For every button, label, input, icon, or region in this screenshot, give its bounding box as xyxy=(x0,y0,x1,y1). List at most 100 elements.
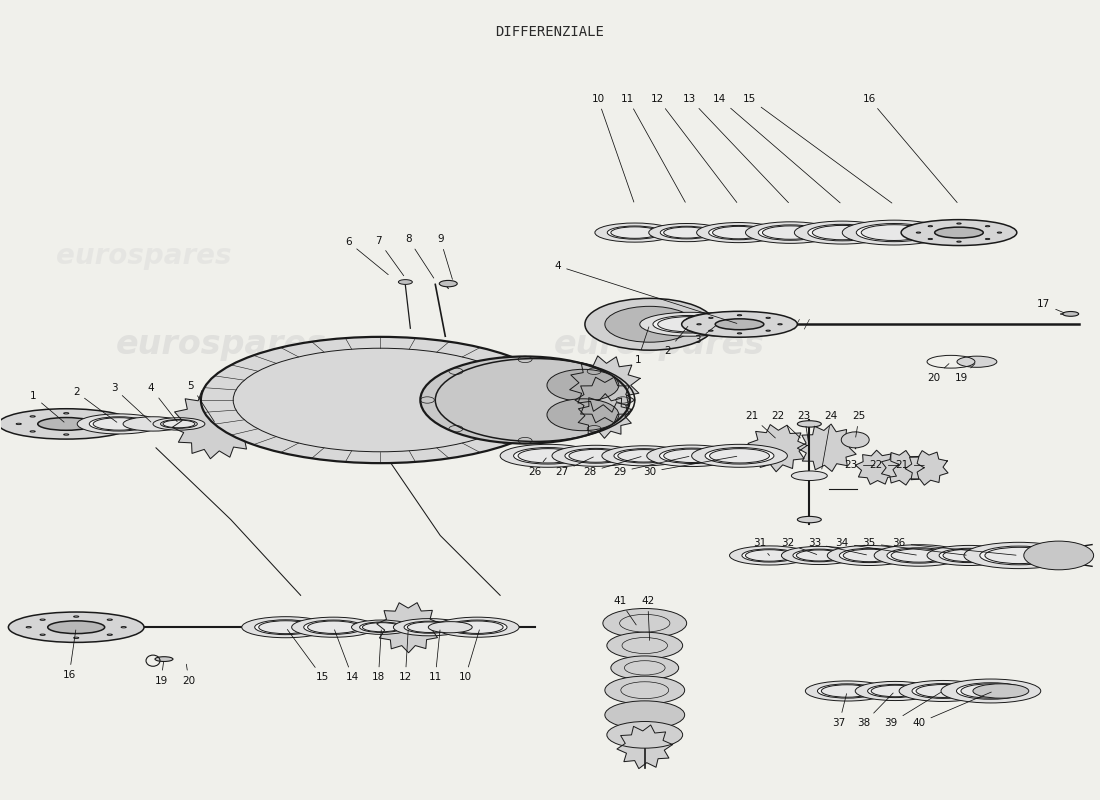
Ellipse shape xyxy=(817,684,877,698)
Text: 6: 6 xyxy=(345,237,388,274)
Text: DIFFERENZIALE: DIFFERENZIALE xyxy=(496,26,604,39)
Ellipse shape xyxy=(887,548,952,563)
Ellipse shape xyxy=(258,621,312,634)
Ellipse shape xyxy=(77,414,161,434)
Ellipse shape xyxy=(1063,311,1079,316)
Text: 1: 1 xyxy=(635,327,649,365)
Text: 8: 8 xyxy=(405,234,433,278)
Ellipse shape xyxy=(552,446,640,466)
Polygon shape xyxy=(173,389,260,458)
Ellipse shape xyxy=(856,223,932,242)
Ellipse shape xyxy=(394,618,465,636)
Ellipse shape xyxy=(683,313,752,336)
Ellipse shape xyxy=(805,681,889,701)
Text: 10: 10 xyxy=(592,94,634,202)
Ellipse shape xyxy=(363,622,400,632)
Ellipse shape xyxy=(943,550,994,562)
Ellipse shape xyxy=(123,417,183,431)
Ellipse shape xyxy=(304,620,363,634)
Ellipse shape xyxy=(868,684,923,698)
Text: 28: 28 xyxy=(583,457,641,477)
Text: 37: 37 xyxy=(833,694,847,728)
Ellipse shape xyxy=(741,549,798,562)
Ellipse shape xyxy=(935,227,983,238)
Ellipse shape xyxy=(762,226,818,239)
Ellipse shape xyxy=(891,549,947,562)
Ellipse shape xyxy=(94,418,145,430)
Ellipse shape xyxy=(607,632,683,659)
Ellipse shape xyxy=(0,409,134,439)
Text: 19: 19 xyxy=(154,662,167,686)
Text: 30: 30 xyxy=(644,456,737,477)
Ellipse shape xyxy=(451,621,503,634)
Ellipse shape xyxy=(640,312,739,336)
Polygon shape xyxy=(579,394,631,438)
Ellipse shape xyxy=(610,656,679,680)
Text: 23: 23 xyxy=(798,411,811,445)
Text: 42: 42 xyxy=(641,596,654,640)
Ellipse shape xyxy=(605,676,684,704)
Text: 20: 20 xyxy=(183,664,196,686)
Text: 5: 5 xyxy=(188,381,214,422)
Polygon shape xyxy=(881,450,924,485)
Text: 26: 26 xyxy=(528,458,547,477)
Ellipse shape xyxy=(794,221,890,244)
Ellipse shape xyxy=(610,227,659,238)
Text: 17: 17 xyxy=(1037,299,1064,313)
Ellipse shape xyxy=(89,417,148,431)
Text: 7: 7 xyxy=(375,235,404,276)
Ellipse shape xyxy=(927,546,1011,566)
Ellipse shape xyxy=(407,622,451,633)
Ellipse shape xyxy=(420,357,630,443)
Ellipse shape xyxy=(940,679,1041,703)
Text: 13: 13 xyxy=(683,94,789,202)
Text: 25: 25 xyxy=(852,411,866,437)
Ellipse shape xyxy=(705,447,774,464)
Text: 35: 35 xyxy=(862,538,966,555)
Ellipse shape xyxy=(163,420,195,428)
Ellipse shape xyxy=(964,542,1074,569)
Ellipse shape xyxy=(972,684,1028,698)
Ellipse shape xyxy=(715,319,763,330)
Ellipse shape xyxy=(901,220,1016,246)
Ellipse shape xyxy=(758,225,823,240)
Ellipse shape xyxy=(1024,541,1093,570)
Ellipse shape xyxy=(153,418,205,430)
Ellipse shape xyxy=(710,449,769,463)
Ellipse shape xyxy=(839,548,899,562)
Polygon shape xyxy=(798,424,856,471)
Ellipse shape xyxy=(653,315,726,333)
Polygon shape xyxy=(575,378,635,422)
Text: 22: 22 xyxy=(869,460,900,470)
Polygon shape xyxy=(856,450,899,484)
Ellipse shape xyxy=(352,620,411,634)
Text: 12: 12 xyxy=(651,94,737,202)
Ellipse shape xyxy=(155,657,173,662)
Ellipse shape xyxy=(682,311,798,338)
Ellipse shape xyxy=(607,722,683,748)
Text: 18: 18 xyxy=(372,630,385,682)
Ellipse shape xyxy=(660,226,713,239)
Ellipse shape xyxy=(603,609,686,638)
Ellipse shape xyxy=(428,622,472,633)
Ellipse shape xyxy=(647,445,737,466)
Ellipse shape xyxy=(871,686,920,697)
Ellipse shape xyxy=(37,418,95,430)
Text: 29: 29 xyxy=(613,457,689,477)
Ellipse shape xyxy=(569,450,623,462)
Ellipse shape xyxy=(602,446,685,466)
Ellipse shape xyxy=(47,621,104,634)
Ellipse shape xyxy=(398,280,412,285)
Text: 10: 10 xyxy=(459,630,480,682)
Ellipse shape xyxy=(547,370,619,402)
Ellipse shape xyxy=(605,306,694,342)
Text: 39: 39 xyxy=(884,693,940,728)
Ellipse shape xyxy=(729,546,810,565)
Ellipse shape xyxy=(713,226,764,239)
Text: 19: 19 xyxy=(955,364,975,382)
Text: 16: 16 xyxy=(63,630,76,680)
Ellipse shape xyxy=(514,447,582,464)
Ellipse shape xyxy=(796,550,843,561)
Text: 31: 31 xyxy=(752,538,769,555)
Text: 4: 4 xyxy=(554,261,737,323)
